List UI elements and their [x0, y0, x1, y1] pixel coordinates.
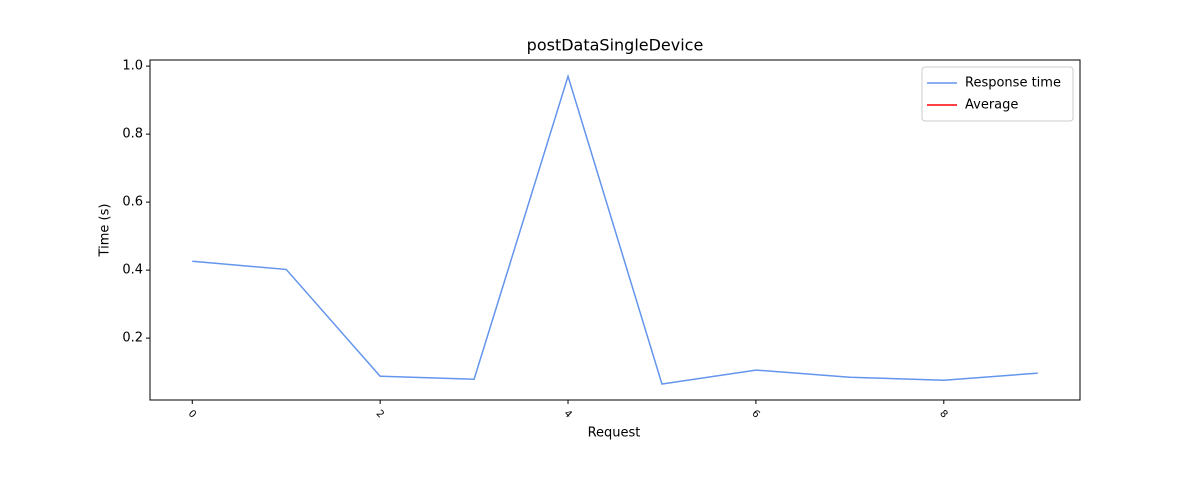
chart-title: postDataSingleDevice — [527, 36, 704, 55]
x-axis-label: Request — [588, 426, 641, 441]
data-line — [192, 73, 1038, 385]
y-tick-label: 0.6 — [122, 195, 143, 210]
y-tick-label: 0.4 — [122, 263, 143, 278]
legend-label: Average — [965, 98, 1018, 113]
y-tick-label: 1.0 — [122, 59, 143, 74]
legend-label: Response time — [965, 76, 1061, 91]
y-tick-label: 0.2 — [122, 331, 143, 346]
y-axis-label: Time (s) — [98, 204, 113, 258]
y-tick-label: 0.8 — [122, 127, 143, 142]
legend-box — [921, 66, 1074, 122]
plot-frame — [149, 59, 1081, 401]
